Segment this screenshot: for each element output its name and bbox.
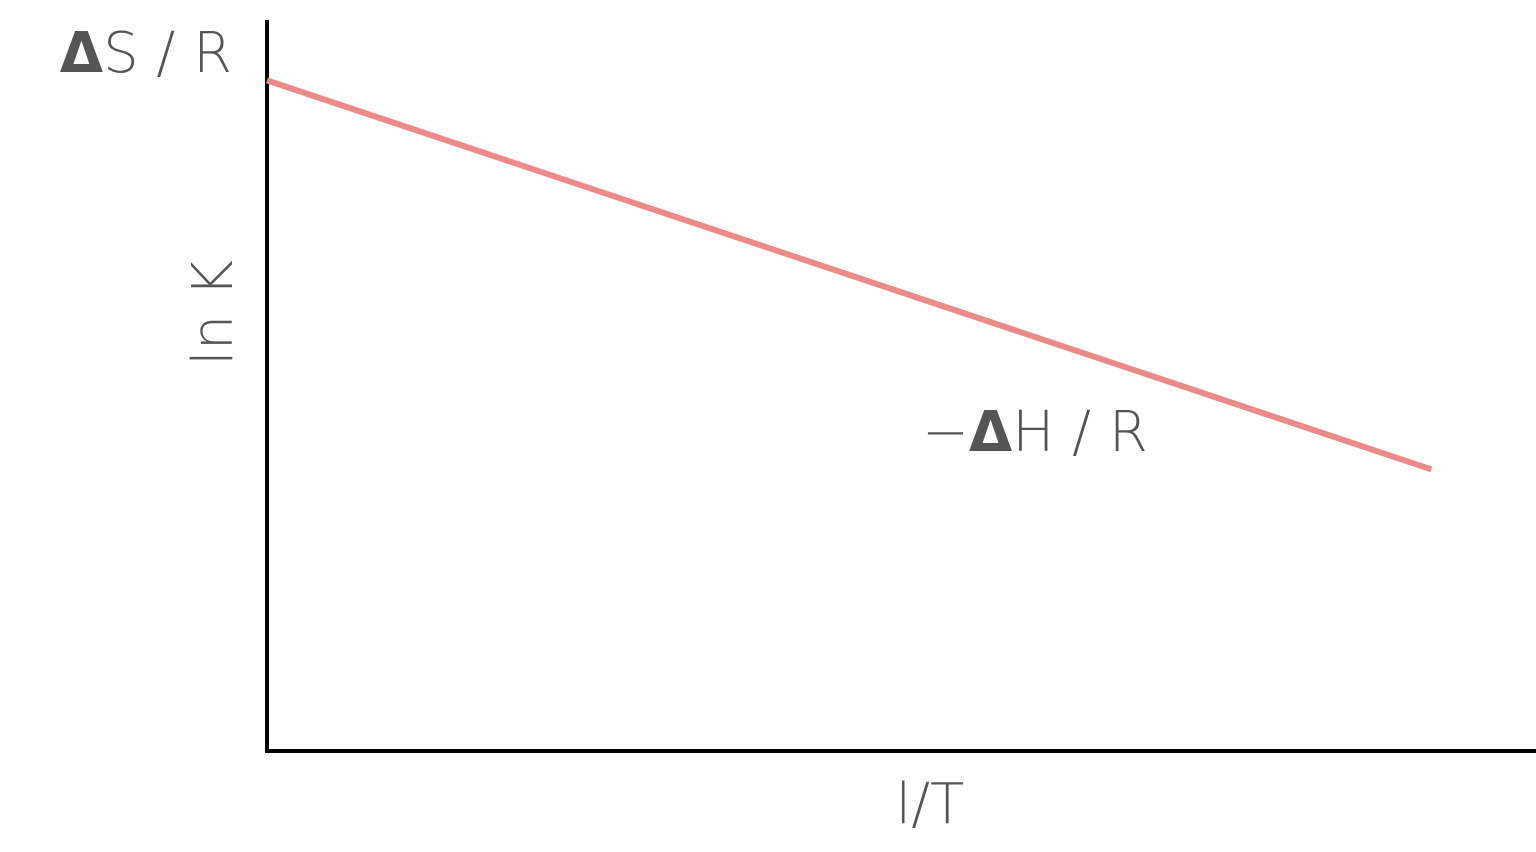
slope-text: H / R (1012, 400, 1148, 465)
slope-label: −ΔH / R (922, 400, 1148, 465)
series-line (266, 77, 1433, 473)
intercept-delta: Δ (60, 21, 104, 86)
y-axis-label: ln K (181, 260, 246, 366)
x-axis-label: l/T (896, 772, 965, 837)
slope-minus: − (922, 400, 969, 465)
slope-delta: Δ (969, 400, 1013, 465)
intercept-label: ΔS / R (60, 21, 232, 86)
intercept-text: S / R (103, 21, 232, 86)
